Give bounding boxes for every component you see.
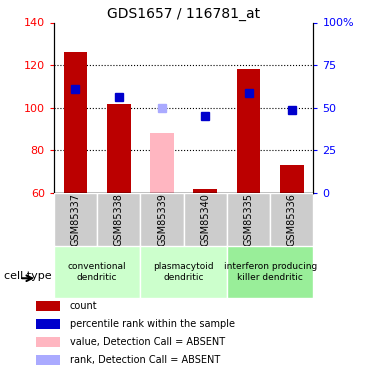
Bar [227,246,313,298]
Text: GSM85335: GSM85335 [244,193,253,246]
Bar [140,193,184,246]
Text: conventional
dendritic: conventional dendritic [68,262,127,282]
Bar [54,193,97,246]
Title: GDS1657 / 116781_at: GDS1657 / 116781_at [107,8,260,21]
Text: GSM85337: GSM85337 [70,193,81,246]
Text: GSM85340: GSM85340 [200,193,210,246]
Text: rank, Detection Call = ABSENT: rank, Detection Call = ABSENT [70,355,220,365]
Text: GSM85336: GSM85336 [287,193,297,246]
Text: value, Detection Call = ABSENT: value, Detection Call = ABSENT [70,337,225,347]
Text: count: count [70,301,97,311]
Bar [280,165,304,193]
Text: plasmacytoid
dendritic: plasmacytoid dendritic [153,262,214,282]
Bar [227,193,270,246]
Bar [36,319,60,329]
Bar [270,193,313,246]
Text: GSM85339: GSM85339 [157,193,167,246]
Bar [140,246,227,298]
Bar [54,246,140,298]
Bar [150,134,174,193]
Bar [193,189,217,193]
Text: percentile rank within the sample: percentile rank within the sample [70,319,235,329]
Text: cell type: cell type [4,271,51,280]
Bar [184,193,227,246]
Text: GSM85338: GSM85338 [114,193,124,246]
Bar [107,104,131,193]
Bar [36,301,60,311]
Text: interferon producing
killer dendritic: interferon producing killer dendritic [224,262,317,282]
Bar [97,193,140,246]
Bar [63,53,87,193]
Bar [237,69,260,193]
Bar [36,355,60,365]
Bar [36,337,60,347]
